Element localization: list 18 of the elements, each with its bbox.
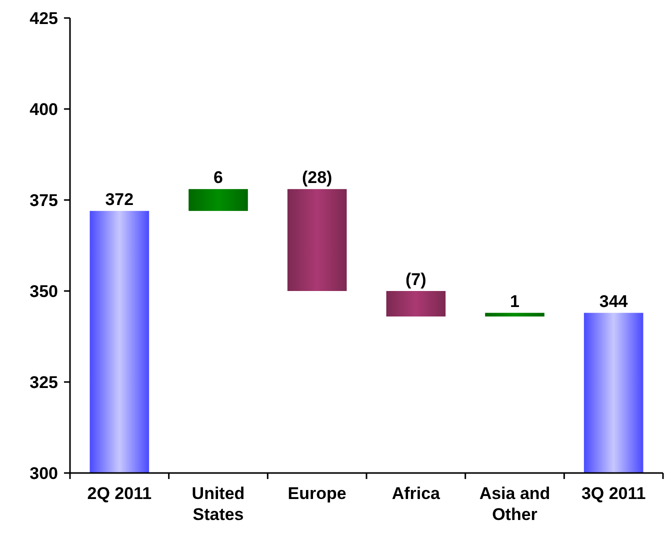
x-tick-label: Asia and Other xyxy=(479,484,550,524)
x-tick-label: Europe xyxy=(288,484,346,503)
y-tick-label: 375 xyxy=(30,190,58,210)
x-tick-label: 3Q 2011 xyxy=(581,484,646,503)
data-label: (28) xyxy=(302,168,332,188)
data-label: 372 xyxy=(105,190,134,209)
y-tick-label: 350 xyxy=(30,282,58,301)
x-tick-label: 2Q 2011 xyxy=(87,484,152,503)
y-tick-label: 300 xyxy=(30,464,58,483)
data-label: 344 xyxy=(599,292,628,311)
x-tick-label: Africa xyxy=(392,484,441,503)
y-tick-label: 400 xyxy=(30,100,58,119)
y-tick-label: 425 xyxy=(30,8,58,28)
x-tick-label: United States xyxy=(192,484,245,524)
y-tick-label: 325 xyxy=(30,372,58,392)
data-label: (7) xyxy=(406,270,426,289)
data-label: 1 xyxy=(510,292,520,311)
data-label: 6 xyxy=(214,168,223,188)
